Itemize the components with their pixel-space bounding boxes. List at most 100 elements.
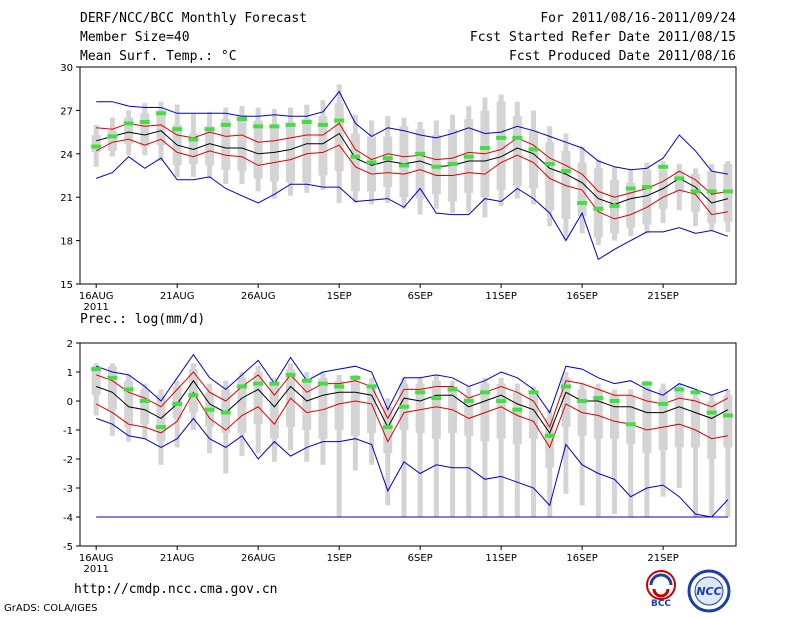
quartile-box [561,150,571,219]
y-tick-label: -1 [63,426,73,437]
bcc-logo-text: BCC [651,599,671,608]
ensemble-marker [139,399,150,403]
quartile-box [723,395,733,448]
ensemble-marker [463,154,474,159]
whisker-box [417,377,423,517]
ensemble-marker [577,399,588,403]
ensemble-marker [722,413,733,418]
ensemble-marker [123,121,134,126]
ensemble-marker [301,378,312,383]
y-tick-label: 24 [60,150,73,161]
quartile-box [626,182,636,228]
ensemble-marker [674,387,685,392]
ensemble-marker [658,164,669,169]
ensemble-marker [447,161,458,166]
ensemble-marker [577,200,588,205]
series-upper-line [96,122,728,198]
ensemble-marker [431,164,442,169]
y-tick-label: 18 [60,237,73,248]
quartile-box [188,369,198,413]
ensemble-marker [398,404,409,409]
ensemble-marker [253,381,264,386]
quartile-box [431,134,441,195]
ensemble-marker [253,124,264,129]
whisker-box [595,383,601,517]
variable-label: Mean Surf. Temp.: °C [80,49,237,64]
quartile-box [124,117,134,144]
quartile-box [707,401,717,459]
quartile-box [286,123,296,183]
ensemble-marker [496,135,507,140]
ensemble-marker [398,163,409,168]
series-max-line [96,353,729,414]
quartile-box [367,383,377,433]
quartile-box [496,383,506,439]
y-tick-label: 1 [67,368,73,379]
quartile-box [269,126,279,182]
ensemble-marker [447,387,458,392]
ensemble-marker [560,169,571,174]
ensemble-marker [528,390,539,395]
ensemble-marker [512,135,523,140]
quartile-box [593,389,603,439]
quartile-box [610,395,620,439]
plot-frame [79,342,737,547]
ensemble-marker [285,122,296,127]
ncc-logo: NCC [687,569,731,613]
ensemble-marker [155,425,166,430]
quartile-box [302,119,312,183]
y-tick-label: 15 [60,280,73,291]
y-tick-label: 30 [60,63,73,74]
ncc-logo-text: NCC [696,585,721,598]
ensemble-marker [236,117,247,122]
quartile-box [529,392,539,439]
source-url[interactable]: http://cmdp.ncc.cma.gov.cn [74,582,278,597]
quartile-box [124,380,134,428]
ensemble-marker [674,176,685,181]
ensemble-marker [609,399,620,403]
y-tick-label: -4 [63,513,73,524]
x-tick-label: 21AUG [160,291,195,302]
ensemble-marker [188,137,199,142]
quartile-box [350,380,360,436]
ensemble-marker [366,160,377,165]
y-tick-label: 2 [67,339,73,350]
ensemble-marker [269,124,280,129]
quartile-box [302,380,312,430]
quartile-box [91,366,101,396]
x-tick-label: 1SEP [327,291,352,302]
whisker-box [482,377,488,517]
ensemble-marker [301,119,312,124]
whisker-box [336,374,342,517]
quartile-box [350,133,360,192]
whisker-box [531,386,537,517]
ensemble-marker [269,381,280,386]
x-tick-label: 11SEP [485,291,516,302]
quartile-box [512,116,522,186]
ensemble-marker [139,119,150,124]
ensemble-marker [172,401,183,406]
ensemble-marker [285,372,296,377]
quartile-box [642,386,652,454]
quartile-box [415,383,425,433]
series-min-line [96,417,729,518]
ensemble-marker [625,422,636,427]
ensemble-marker [220,410,231,415]
quartile-box [253,120,263,179]
ensemble-marker [107,134,118,139]
ensemble-marker [641,185,652,190]
x-tick-label: 6SEP [408,291,433,302]
quartile-box [658,169,668,209]
ensemble-marker [172,127,183,132]
quartile-box [107,366,117,410]
plot-frame [79,66,737,285]
ensemble-marker [350,375,361,380]
quartile-box [237,114,247,172]
series-mean-line [96,379,729,434]
x-tick-label: 21SEP [647,553,678,564]
quartile-box [188,133,198,164]
forecast-period: For 2011/08/16-2011/09/24 [540,11,736,26]
ensemble-marker [123,387,134,392]
ensemble-marker [415,390,426,395]
quartile-box [464,395,474,436]
